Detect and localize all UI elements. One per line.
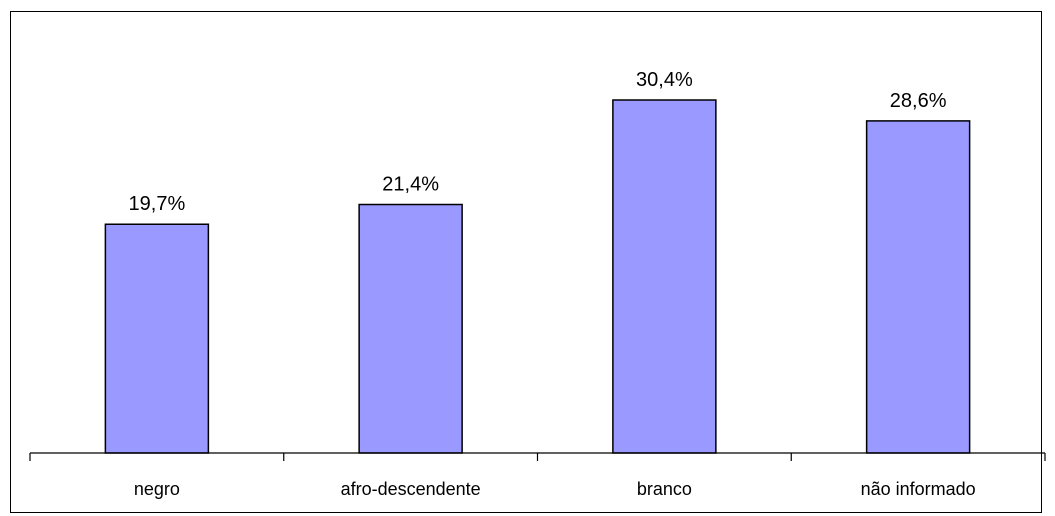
data-label: 21,4% [382,174,439,196]
category-label: não informado [861,479,976,499]
bar-branco [612,99,717,454]
bar-não-informado [865,120,971,454]
data-labels-layer: 19,7% 21,4% 30,4% 28,6% [129,69,947,215]
data-label: 28,6% [890,90,947,112]
x-axis [29,452,1046,461]
bars-layer [104,99,971,454]
data-label: 30,4% [636,69,693,91]
data-label: 19,7% [129,193,186,215]
bar-afro-descendente [358,203,463,454]
bar-negro [104,223,210,454]
category-label: branco [637,479,692,499]
category-label: negro [134,479,180,499]
category-labels-layer: negro afro-descendente branco não informado [134,479,976,499]
category-label: afro-descendente [341,479,481,499]
